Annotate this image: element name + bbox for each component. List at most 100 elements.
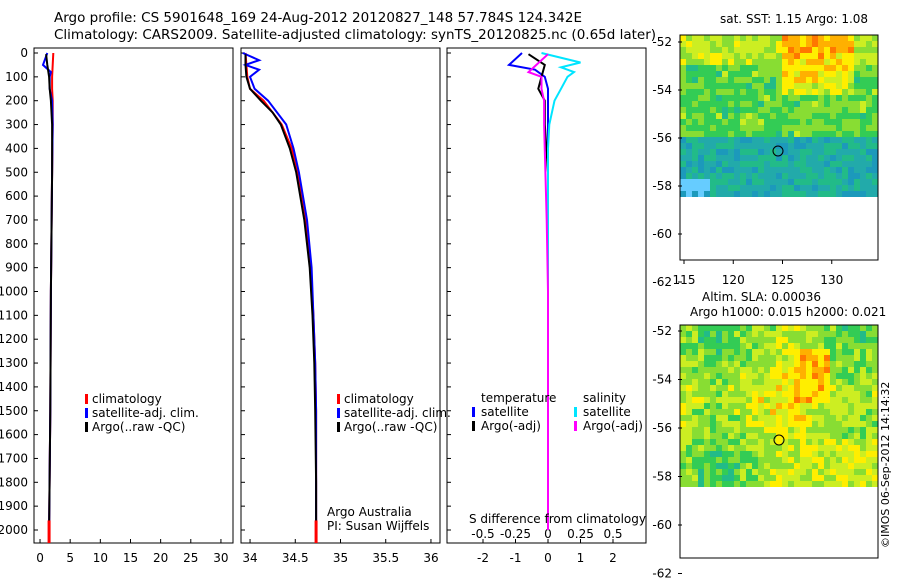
map-cell: [722, 113, 728, 119]
map-cell: [716, 191, 722, 197]
map-cell: [716, 89, 722, 95]
map-cell: [698, 343, 704, 349]
map-cell: [794, 469, 800, 475]
map-cell: [872, 421, 878, 427]
map-cell: [782, 397, 788, 403]
map-cell: [824, 415, 830, 421]
map-cell: [680, 179, 686, 185]
map-cell: [686, 89, 692, 95]
map-cell: [794, 41, 800, 47]
map-cell: [788, 167, 794, 173]
map-cell: [824, 143, 830, 149]
map-cell: [824, 385, 830, 391]
map-cell: [806, 373, 812, 379]
map-cell: [782, 469, 788, 475]
map-cell: [854, 149, 860, 155]
map-cell: [752, 35, 758, 41]
map-cell: [854, 463, 860, 469]
map-cell: [842, 469, 848, 475]
temperature-difference-xtick-label: -1: [510, 551, 522, 565]
map-cell: [812, 101, 818, 107]
map-cell: [734, 433, 740, 439]
map-cell: [830, 101, 836, 107]
map-cell: [716, 451, 722, 457]
map-cell: [680, 59, 686, 65]
map-cell: [818, 391, 824, 397]
map-cell: [734, 337, 740, 343]
map-cell: [848, 107, 854, 113]
map-cell: [710, 107, 716, 113]
map-cell: [728, 427, 734, 433]
map-cell: [848, 457, 854, 463]
map-cell: [770, 65, 776, 71]
map-cell: [710, 179, 716, 185]
map-cell: [740, 331, 746, 337]
map-cell: [788, 385, 794, 391]
map-cell: [680, 349, 686, 355]
map-cell: [752, 119, 758, 125]
map-cell: [824, 41, 830, 47]
map-cell: [788, 481, 794, 487]
map-cell: [752, 41, 758, 47]
map-cell: [716, 457, 722, 463]
map-cell: [728, 149, 734, 155]
map-cell: [830, 325, 836, 331]
map-cell: [842, 59, 848, 65]
map-cell: [842, 179, 848, 185]
map-cell: [704, 83, 710, 89]
map-cell: [680, 469, 686, 475]
map-cell: [776, 397, 782, 403]
map-cell: [698, 167, 704, 173]
map-cell: [818, 385, 824, 391]
map-cell: [824, 167, 830, 173]
map-cell: [728, 457, 734, 463]
map-cell: [680, 155, 686, 161]
map-cell: [800, 185, 806, 191]
map-cell: [704, 179, 710, 185]
map-cell: [824, 475, 830, 481]
map-cell: [692, 95, 698, 101]
map-cell: [782, 95, 788, 101]
map-cell: [680, 65, 686, 71]
map-cell: [872, 161, 878, 167]
map-cell: [818, 427, 824, 433]
map-cell: [794, 445, 800, 451]
map-cell: [854, 409, 860, 415]
map-cell: [716, 47, 722, 53]
map-cell: [734, 77, 740, 83]
map-cell: [860, 131, 866, 137]
map-cell: [704, 481, 710, 487]
map-cell: [836, 185, 842, 191]
map-cell: [758, 125, 764, 131]
map-cell: [716, 71, 722, 77]
map-cell: [680, 101, 686, 107]
map-cell: [698, 191, 704, 197]
map-cell: [710, 77, 716, 83]
map-cell: [836, 469, 842, 475]
map-cell: [842, 53, 848, 59]
map-cell: [830, 83, 836, 89]
map-cell: [872, 331, 878, 337]
map-cell: [770, 131, 776, 137]
map-cell: [812, 77, 818, 83]
map-cell: [836, 155, 842, 161]
map-cell: [782, 89, 788, 95]
map-cell: [818, 65, 824, 71]
map-cell: [794, 457, 800, 463]
map-cell: [686, 71, 692, 77]
map-cell: [788, 35, 794, 41]
map-cell: [746, 325, 752, 331]
map-cell: [758, 185, 764, 191]
map-cell: [716, 391, 722, 397]
map-cell: [872, 47, 878, 53]
map-cell: [686, 173, 692, 179]
map-cell: [710, 155, 716, 161]
map-cell: [764, 89, 770, 95]
map-cell: [788, 457, 794, 463]
map-cell: [680, 119, 686, 125]
map-cell: [686, 77, 692, 83]
map-cell: [860, 83, 866, 89]
map-cell: [752, 113, 758, 119]
map-cell: [704, 131, 710, 137]
map-cell: [764, 463, 770, 469]
